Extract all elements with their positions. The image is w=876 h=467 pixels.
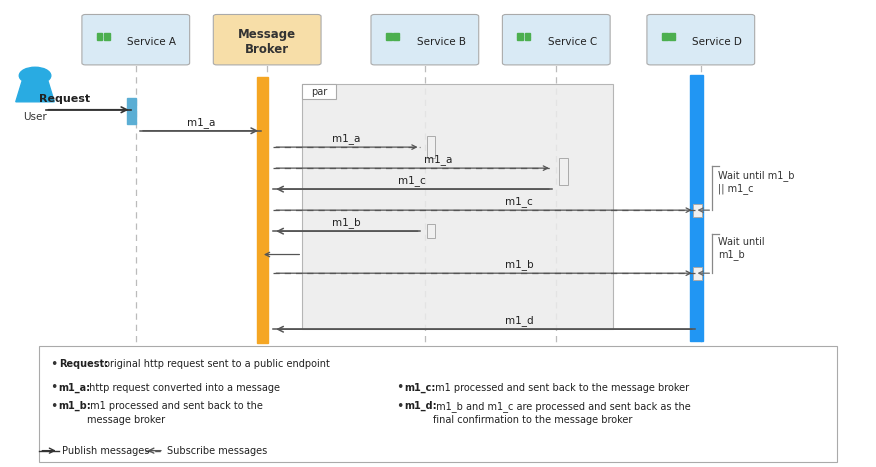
- Bar: [517, 37, 523, 40]
- Text: Publish messages: Publish messages: [62, 446, 150, 456]
- Text: Service C: Service C: [548, 36, 597, 47]
- Text: •: •: [50, 358, 57, 371]
- Bar: [302, 84, 336, 99]
- Bar: [393, 37, 399, 40]
- Bar: [525, 34, 530, 36]
- Text: Subscribe messages: Subscribe messages: [167, 446, 267, 456]
- Text: final confirmation to the message broker: final confirmation to the message broker: [433, 415, 632, 425]
- Text: •: •: [396, 381, 403, 394]
- Text: par: par: [311, 86, 327, 97]
- Bar: [517, 34, 523, 36]
- Text: m1 processed and sent back to the message broker: m1 processed and sent back to the messag…: [432, 382, 689, 393]
- Bar: [96, 34, 102, 36]
- Bar: [96, 37, 102, 40]
- Text: m1_a: m1_a: [187, 117, 215, 128]
- Bar: [302, 84, 613, 329]
- Text: Message
Broker: Message Broker: [238, 28, 296, 56]
- Text: m1_d:: m1_d:: [405, 401, 437, 411]
- FancyBboxPatch shape: [371, 14, 478, 65]
- Text: •: •: [396, 400, 403, 413]
- Bar: [525, 37, 530, 40]
- FancyBboxPatch shape: [646, 14, 755, 65]
- Bar: [258, 77, 268, 343]
- Text: •: •: [50, 400, 57, 413]
- FancyBboxPatch shape: [503, 14, 610, 65]
- Bar: [385, 37, 392, 40]
- Text: Request:: Request:: [59, 359, 108, 369]
- Text: Request: Request: [39, 94, 90, 105]
- Bar: [662, 37, 668, 40]
- Bar: [669, 37, 675, 40]
- Bar: [104, 34, 110, 36]
- Text: m1_c: m1_c: [505, 196, 533, 207]
- Text: Service D: Service D: [692, 36, 742, 47]
- Text: m1 processed and sent back to the: m1 processed and sent back to the: [87, 401, 263, 411]
- Text: m1_b and m1_c are processed and sent back as the: m1_b and m1_c are processed and sent bac…: [433, 401, 690, 412]
- Text: m1_d: m1_d: [505, 315, 533, 326]
- Text: Service A: Service A: [128, 36, 176, 47]
- Bar: [127, 98, 136, 124]
- Text: •: •: [50, 381, 57, 394]
- Text: User: User: [23, 112, 47, 122]
- Text: original http request sent to a public endpoint: original http request sent to a public e…: [101, 359, 329, 369]
- Bar: [427, 224, 435, 238]
- Circle shape: [19, 67, 51, 84]
- Text: m1_a:: m1_a:: [59, 382, 91, 393]
- Text: Wait until
m1_b: Wait until m1_b: [718, 237, 765, 260]
- Text: m1_a: m1_a: [332, 133, 360, 144]
- FancyBboxPatch shape: [82, 14, 189, 65]
- FancyBboxPatch shape: [213, 14, 321, 65]
- Text: message broker: message broker: [87, 415, 165, 425]
- Bar: [693, 267, 702, 280]
- Text: Wait until m1_b
|| m1_c: Wait until m1_b || m1_c: [718, 170, 795, 194]
- Text: m1_b: m1_b: [332, 217, 360, 228]
- Text: http request converted into a message: http request converted into a message: [86, 382, 279, 393]
- FancyBboxPatch shape: [39, 346, 837, 462]
- Text: m1_b:: m1_b:: [59, 401, 91, 411]
- Text: m1_a: m1_a: [424, 154, 452, 165]
- Text: m1_c: m1_c: [398, 175, 426, 186]
- Bar: [385, 34, 392, 36]
- Bar: [690, 75, 703, 341]
- Bar: [559, 158, 568, 185]
- Text: m1_b: m1_b: [505, 259, 533, 270]
- Bar: [662, 34, 668, 36]
- Bar: [693, 204, 702, 217]
- Text: Service B: Service B: [416, 36, 465, 47]
- Bar: [104, 37, 110, 40]
- Polygon shape: [16, 82, 54, 102]
- Bar: [669, 34, 675, 36]
- Bar: [427, 136, 435, 158]
- Bar: [393, 34, 399, 36]
- Text: m1_c:: m1_c:: [405, 382, 436, 393]
